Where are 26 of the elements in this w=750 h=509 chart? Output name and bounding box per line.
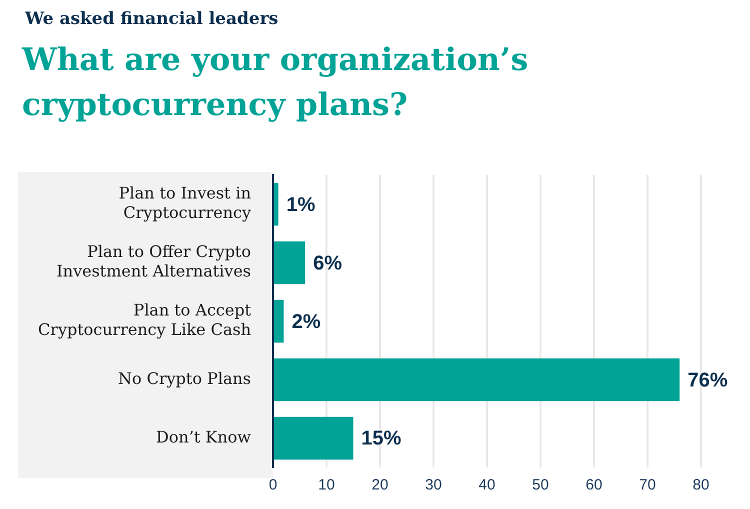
x-tick-label: 50 [532, 476, 549, 494]
x-tick-label: 70 [639, 476, 656, 494]
y-tick-label: No Crypto Plans [118, 368, 251, 388]
y-tick-label: Don’t Know [156, 427, 252, 446]
x-tick-label: 60 [586, 476, 602, 494]
x-tick-label: 20 [372, 476, 388, 494]
x-tick-label: 30 [425, 476, 442, 494]
y-tick-label: Plan to Offer Crypto Investment Alternatives [56, 242, 251, 281]
chart-subtitle: We asked financial leaders [25, 9, 278, 29]
chart-title: What are your organization’s cryptocurrency plans? [22, 41, 530, 125]
y-tick-label: Plan to Accept Cryptocurrency Like Cash [38, 300, 252, 340]
y-tick-label: Plan to Invest in Cryptocurrency [118, 184, 251, 222]
bar [274, 416, 354, 460]
data-label: 6% [313, 252, 342, 274]
x-tick-label: 80 [692, 476, 710, 494]
bar [274, 241, 306, 284]
bar [274, 358, 680, 402]
data-label: 15% [361, 428, 402, 450]
x-tick-label: 40 [478, 476, 496, 494]
bar [274, 300, 284, 343]
data-label: 1% [286, 194, 316, 216]
data-label: 2% [292, 310, 321, 333]
bar [274, 182, 278, 226]
x-tick-label: 0 [268, 476, 278, 494]
data-label: 76% [688, 369, 728, 392]
x-tick-label: 10 [318, 476, 335, 494]
